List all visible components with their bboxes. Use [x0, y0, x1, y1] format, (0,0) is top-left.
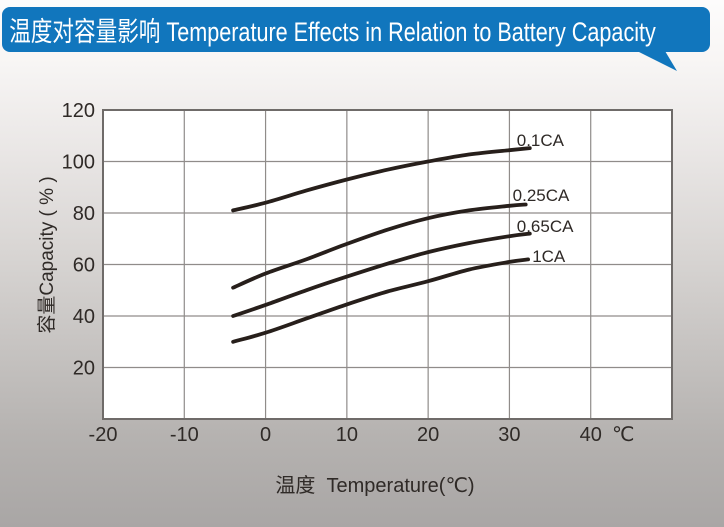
- x-tick-label: -10: [170, 424, 199, 446]
- x-axis-unit-label: ℃: [612, 424, 634, 446]
- curve-0.65ca: [231, 231, 532, 318]
- y-tick-label: 100: [62, 152, 95, 174]
- x-tick-label: 20: [417, 424, 439, 446]
- curve-0.25ca: [231, 202, 528, 290]
- y-axis-title: 容量Capacity ( % ): [37, 176, 58, 334]
- x-tick-label: 0: [260, 424, 271, 446]
- series-label: 1CA: [532, 247, 566, 266]
- curve-1ca: [231, 257, 530, 344]
- banner-tail-shape: [637, 51, 677, 71]
- y-tick-label: 20: [73, 358, 95, 380]
- y-tick-label: 80: [73, 203, 95, 225]
- series-label: 0.25CA: [513, 186, 570, 205]
- y-tick-label: 60: [73, 255, 95, 277]
- y-tick-label: 120: [62, 100, 95, 122]
- series-label: 0.65CA: [517, 217, 574, 236]
- curve-0.1ca: [231, 146, 532, 213]
- page-title: 温度对容量影响 Temperature Effects in Relation …: [9, 17, 656, 47]
- x-tick-label: 30: [498, 424, 520, 446]
- x-tick-label: 40: [580, 424, 602, 446]
- series-label: 0.1CA: [517, 131, 565, 150]
- x-axis-title: 温度 Temperature(℃): [275, 475, 475, 497]
- banner-tail: [637, 51, 677, 71]
- plot-border: [102, 109, 673, 420]
- x-tick-label: 10: [336, 424, 358, 446]
- x-tick-label: -20: [89, 424, 118, 446]
- title-banner: 温度对容量影响 Temperature Effects in Relation …: [2, 7, 710, 52]
- y-tick-label: 40: [73, 306, 95, 328]
